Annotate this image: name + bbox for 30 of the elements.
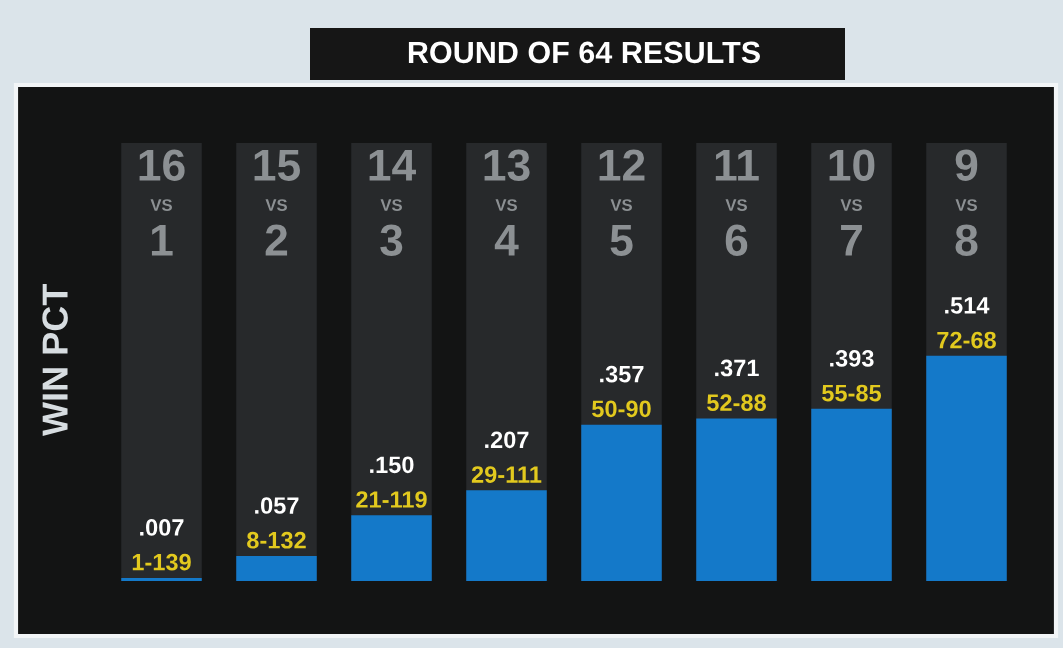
bar: [236, 556, 317, 581]
x-tick-label: 12 VS 5: [599, 149, 645, 256]
data-label: .057: [255, 497, 299, 514]
x-tick-label: 14 VS 3: [369, 149, 416, 256]
annotation: 21-119: [356, 491, 427, 508]
annotation: 1-139: [132, 553, 191, 571]
data-label: .357: [600, 365, 644, 383]
x-tick-label: 9 VS 8: [955, 149, 978, 256]
bar: [466, 490, 547, 581]
data-label: .207: [485, 431, 529, 449]
data-label: .514: [945, 297, 990, 314]
x-tick-label: 16 VS 1: [139, 149, 185, 256]
bar: [121, 577, 202, 581]
annotation: 8-132: [247, 531, 306, 549]
x-tick-label: 13 VS 4: [484, 149, 530, 256]
x-tick-label: 15 VS 2: [254, 149, 300, 256]
data-label: .371: [715, 359, 759, 377]
annotation: 55-85: [822, 384, 882, 402]
annotation: 72-68: [937, 331, 996, 349]
bar: [351, 515, 432, 581]
x-tick-label: 10 VS 7: [829, 149, 875, 256]
data-label: .007: [140, 519, 184, 536]
annotation: 50-90: [592, 400, 651, 418]
y-axis-title: WIN PCT: [42, 283, 68, 436]
chart-title: ROUND OF 64 RESULTS: [408, 41, 760, 64]
data-label: .393: [830, 349, 874, 367]
annotation: 29-111: [471, 466, 542, 483]
data-label: .150: [370, 456, 414, 474]
annotation: 52-88: [707, 394, 766, 412]
x-tick-label: 11 VS 6: [715, 149, 759, 256]
